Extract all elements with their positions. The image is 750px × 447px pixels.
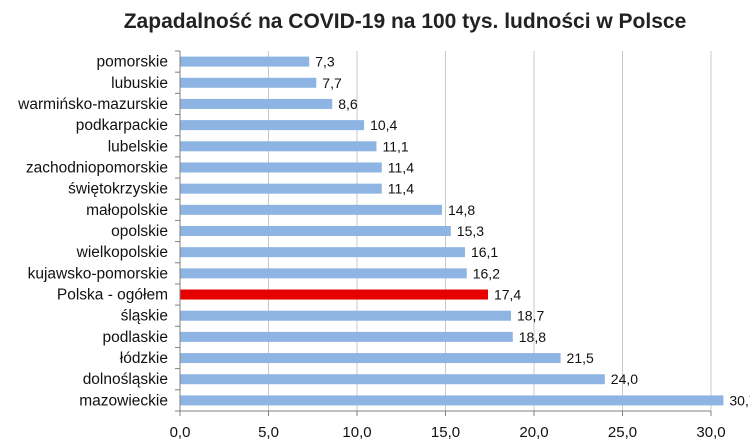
value-label: 11,1 xyxy=(382,138,408,154)
value-label: 24,0 xyxy=(611,371,638,387)
bar xyxy=(180,374,605,385)
x-tick-label: 20,0 xyxy=(519,424,548,441)
bar xyxy=(180,226,451,236)
value-label: 18,7 xyxy=(517,308,544,324)
category-label: mazowieckie xyxy=(79,392,168,409)
value-labels: 7,3 7,7 8,6 10,4 11,1 11,4 11,4 14,8 15,3 16,1 16,… xyxy=(315,54,750,409)
bar xyxy=(180,268,467,279)
bar-highlight xyxy=(180,289,488,300)
category-label: podkarpackie xyxy=(76,117,168,134)
axes xyxy=(175,50,712,416)
bars xyxy=(180,56,724,406)
x-tick-label: 30,0 xyxy=(696,424,725,441)
bar xyxy=(180,395,724,406)
category-label: podlaskie xyxy=(103,329,169,346)
value-label: 18,8 xyxy=(519,329,546,345)
x-tick-label: 10,0 xyxy=(342,424,371,441)
value-label: 11,4 xyxy=(388,159,414,175)
category-label: zachodniopomorskie xyxy=(26,159,168,176)
category-label: śląskie xyxy=(121,308,168,325)
bar xyxy=(180,77,317,88)
category-label: łódzkie xyxy=(120,350,168,367)
category-label: Polska - ogółem xyxy=(57,287,168,304)
bar xyxy=(180,56,310,67)
value-label: 16,2 xyxy=(473,265,500,281)
bar xyxy=(180,247,465,258)
value-label: 14,8 xyxy=(448,202,475,218)
value-label: 15,3 xyxy=(457,223,484,239)
chart-title: Zapadalność na COVID-19 na 100 tys. ludn… xyxy=(124,10,687,33)
value-label: 16,1 xyxy=(471,244,498,260)
value-label: 11,4 xyxy=(388,181,414,197)
x-tick-label: 15,0 xyxy=(431,424,460,441)
x-tick-label: 0,0 xyxy=(170,424,191,441)
bar xyxy=(180,141,377,152)
x-tick-label: 5,0 xyxy=(258,424,279,441)
bar xyxy=(180,162,382,173)
category-label: warmińsko-mazurskie xyxy=(17,96,168,113)
category-label: wielkopolskie xyxy=(76,244,168,261)
category-label: lubelskie xyxy=(108,138,168,155)
bar xyxy=(180,183,382,194)
bar xyxy=(180,120,365,131)
value-label: 10,4 xyxy=(370,117,397,133)
category-label: świętokrzyskie xyxy=(68,181,168,198)
category-label: kujawsko-pomorskie xyxy=(28,265,168,282)
bar xyxy=(180,353,561,364)
x-tick-label: 25,0 xyxy=(608,424,637,441)
bar xyxy=(180,98,333,109)
bar xyxy=(180,204,442,215)
category-labels: pomorskie lubuskie warmińsko-mazurskie podk… xyxy=(17,54,168,410)
bar xyxy=(180,331,513,342)
bar xyxy=(180,310,511,321)
value-label: 21,5 xyxy=(567,350,594,366)
category-label: lubuskie xyxy=(111,75,168,92)
value-label: 30,7 xyxy=(729,392,750,408)
category-label: pomorskie xyxy=(97,54,169,71)
value-label: 17,4 xyxy=(494,287,521,303)
value-label: 7,7 xyxy=(322,75,342,91)
category-label: dolnośląskie xyxy=(83,371,168,388)
value-label: 8,6 xyxy=(338,96,358,112)
x-tick-labels: 0,0 5,0 10,0 15,0 20,0 25,0 30,0 xyxy=(170,424,726,441)
value-label: 7,3 xyxy=(315,54,335,70)
category-label: małopolskie xyxy=(86,202,168,219)
category-label: opolskie xyxy=(111,223,168,240)
